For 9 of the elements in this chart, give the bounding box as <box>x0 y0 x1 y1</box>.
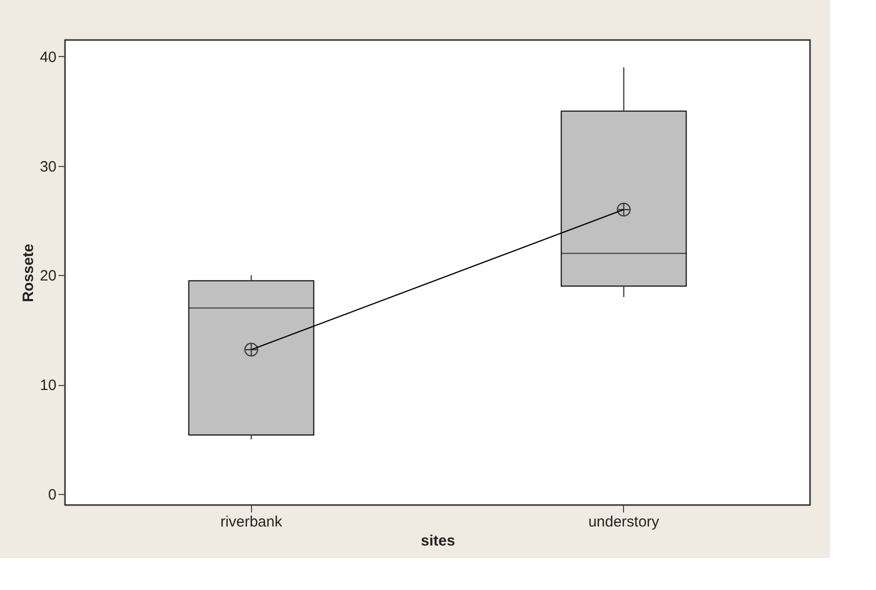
y-axis-title: Rossete <box>20 244 37 302</box>
y-tick-label: 40 <box>40 48 56 66</box>
y-tick-label: 30 <box>40 158 56 176</box>
x-axis-title: sites <box>420 532 456 550</box>
y-tick-label: 0 <box>48 486 56 504</box>
y-tick-label: 10 <box>40 377 56 394</box>
x-tick-label: riverbank <box>220 514 283 530</box>
x-tick-label: understory <box>588 514 660 530</box>
y-tick-label: 20 <box>40 268 56 285</box>
